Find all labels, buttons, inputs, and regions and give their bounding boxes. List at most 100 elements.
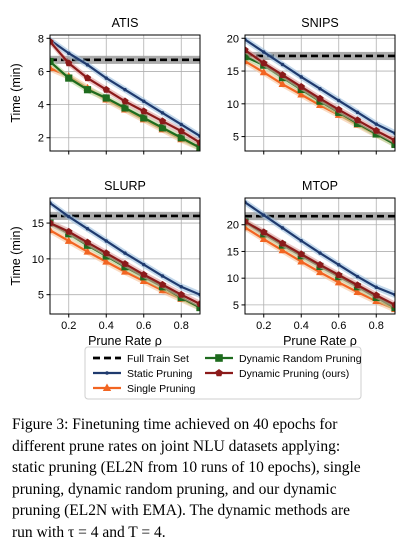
y-axis-label: Time (min) (9, 226, 23, 285)
data-point (297, 257, 306, 265)
y-tick-label: 20 (227, 33, 239, 45)
data-point (261, 50, 266, 54)
data-point (85, 63, 90, 67)
data-point (259, 234, 268, 243)
chart-panel-slurp: 0.2 0.4 0.6 0.8 5 10 15 SLURP Prune Rate ρ Time (… (9, 179, 201, 348)
chart-panel-mtop: 0.2 0.4 0.6 0.8 5 10 15 20 MTOP Prune Rate ρ (227, 179, 396, 348)
plot-area (50, 199, 200, 312)
x-tick-label: 0.8 (369, 320, 384, 332)
data-point (336, 263, 341, 267)
data-point (336, 98, 341, 103)
data-point (141, 99, 146, 104)
plot-frame (244, 197, 396, 315)
data-point (83, 247, 92, 255)
full-train-band (245, 212, 395, 221)
data-point (66, 214, 71, 219)
data-point (260, 59, 268, 67)
data-point (177, 134, 185, 142)
caption-line: static pruning (EL2N from 10 runs of 10 … (12, 459, 361, 477)
data-point (334, 278, 343, 286)
data-point (104, 76, 109, 80)
data-point (278, 246, 287, 254)
x-tick-label: 0.4 (99, 320, 114, 332)
y-tick-label: 6 (38, 66, 44, 78)
data-point (299, 239, 304, 243)
legend-entry: Single Pruning (93, 383, 195, 395)
data-point (278, 71, 287, 79)
data-point (335, 271, 343, 279)
data-point (179, 122, 184, 127)
caption-line: run with τ = 4 and T = 4. (12, 523, 166, 541)
data-point (140, 107, 148, 115)
data-point (177, 127, 185, 135)
x-axis-label: Prune Rate ρ (283, 334, 357, 348)
data-point (316, 94, 324, 102)
legend-entry: Dynamic Pruning (ours) (205, 368, 349, 380)
data-point (83, 86, 92, 94)
data-point (50, 57, 54, 66)
y-tick-label: 10 (227, 273, 239, 285)
caption-line: pruning (EL2N with EMA). The dynamic met… (12, 502, 351, 520)
data-point (50, 37, 54, 45)
y-tick-label: 8 (38, 33, 44, 45)
data-point (141, 262, 146, 267)
data-point (353, 287, 362, 295)
data-point (355, 274, 360, 279)
x-tick-label: 0.2 (256, 320, 271, 332)
data-point (372, 291, 380, 299)
data-point (196, 138, 200, 146)
data-point (318, 251, 322, 255)
data-point (85, 227, 90, 231)
plot-frame (244, 34, 396, 152)
data-point (391, 301, 395, 308)
data-point (65, 59, 73, 67)
confidence-band (50, 199, 200, 299)
data-point (102, 94, 110, 102)
x-tick-label: 0.2 (61, 320, 76, 332)
data-point (121, 267, 129, 275)
data-point (160, 111, 165, 115)
series-static-pruning (50, 36, 200, 140)
data-point (259, 68, 268, 76)
data-point (260, 228, 268, 236)
data-point (140, 114, 148, 122)
legend-label: Full Train Set (127, 353, 189, 365)
data-point (374, 122, 379, 126)
y-tick-label: 2 (38, 133, 44, 145)
y-tick-label: 15 (227, 66, 239, 78)
data-point (372, 126, 380, 134)
data-point (177, 290, 185, 298)
chart-title: SNIPS (301, 16, 339, 30)
chart-title: ATIS (112, 16, 139, 30)
data-point (245, 56, 249, 65)
data-point (280, 62, 285, 67)
data-point (245, 46, 249, 54)
series-single-pruning (245, 223, 395, 313)
legend-marker (102, 383, 112, 392)
data-point (278, 239, 287, 247)
x-axis-label: Prune Rate ρ (88, 334, 162, 348)
plot-area (245, 36, 395, 149)
legend: Full Train Set Static Pruning Single Pruni… (84, 346, 362, 400)
data-point (391, 140, 395, 149)
y-tick-label: 4 (38, 100, 44, 112)
data-point (123, 251, 127, 255)
data-point (297, 82, 305, 90)
legend-marker (215, 369, 223, 377)
data-point (102, 249, 110, 257)
data-point (374, 285, 379, 290)
data-point (50, 225, 54, 234)
legend-label: Dynamic Random Pruning (239, 353, 362, 365)
series-dynamic-pruning-ours (50, 37, 200, 147)
legend-entry: Dynamic Random Pruning (205, 353, 362, 365)
data-point (102, 85, 110, 93)
data-point (66, 51, 71, 55)
data-point (158, 124, 167, 132)
series-dynamic-pruning-ours (245, 46, 395, 144)
legend-entry: Full Train Set (93, 353, 189, 365)
data-point (196, 303, 200, 312)
data-point (83, 74, 92, 82)
data-point (297, 250, 305, 258)
data-point (158, 117, 167, 125)
confidence-band (245, 198, 395, 299)
